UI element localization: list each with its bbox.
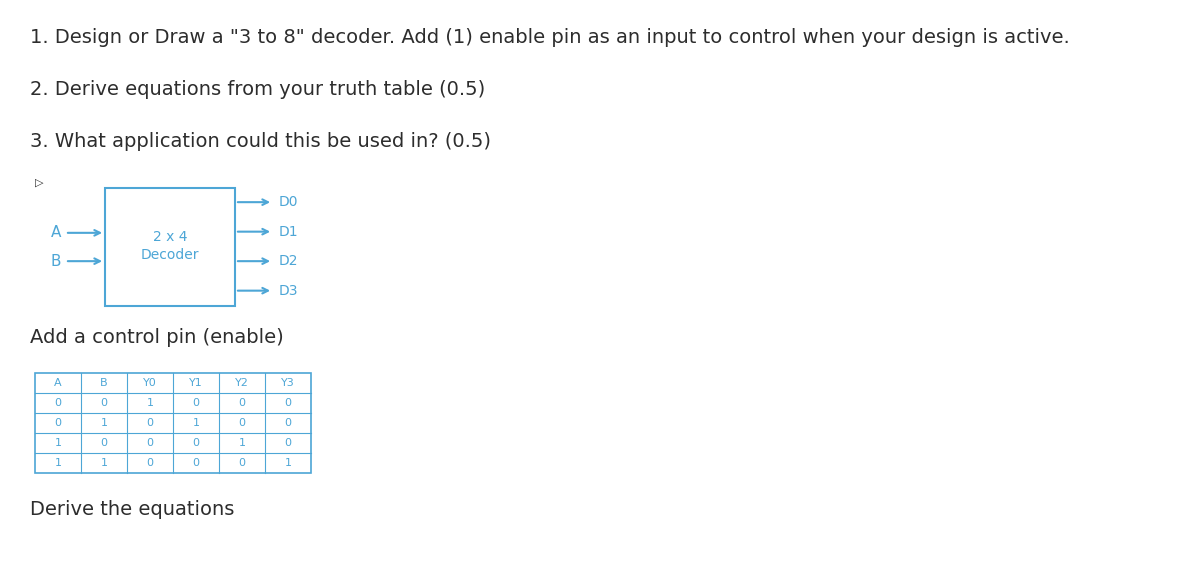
Text: 0: 0 xyxy=(146,438,154,448)
Text: 0: 0 xyxy=(101,438,108,448)
Text: A: A xyxy=(50,225,61,240)
Text: Y2: Y2 xyxy=(235,378,248,388)
Text: 2 x 4: 2 x 4 xyxy=(152,230,187,244)
Text: Y0: Y0 xyxy=(143,378,157,388)
Text: B: B xyxy=(100,378,108,388)
Text: 1: 1 xyxy=(239,438,246,448)
Text: 0: 0 xyxy=(284,418,292,428)
Bar xyxy=(35,373,311,473)
Text: 0: 0 xyxy=(54,418,61,428)
Text: 1: 1 xyxy=(54,458,61,468)
Text: 0: 0 xyxy=(54,398,61,408)
Text: Derive the equations: Derive the equations xyxy=(30,500,234,519)
Text: 0: 0 xyxy=(239,458,246,468)
Text: 0: 0 xyxy=(192,398,199,408)
Text: 0: 0 xyxy=(284,398,292,408)
Text: 1: 1 xyxy=(101,458,108,468)
Text: D3: D3 xyxy=(278,283,299,298)
Text: 1: 1 xyxy=(146,398,154,408)
Text: 0: 0 xyxy=(146,418,154,428)
Text: 0: 0 xyxy=(284,438,292,448)
Text: 0: 0 xyxy=(101,398,108,408)
Text: B: B xyxy=(50,254,61,269)
Text: D2: D2 xyxy=(278,254,299,268)
Text: 0: 0 xyxy=(146,458,154,468)
Text: 0: 0 xyxy=(192,438,199,448)
Text: 2. Derive equations from your truth table (0.5): 2. Derive equations from your truth tabl… xyxy=(30,80,485,99)
Text: Y3: Y3 xyxy=(281,378,295,388)
Text: Y1: Y1 xyxy=(190,378,203,388)
Text: 3. What application could this be used in? (0.5): 3. What application could this be used i… xyxy=(30,132,491,151)
Text: D0: D0 xyxy=(278,195,299,209)
Text: 1: 1 xyxy=(192,418,199,428)
Text: 0: 0 xyxy=(239,418,246,428)
Bar xyxy=(106,188,235,306)
Text: ▷: ▷ xyxy=(35,178,43,188)
Text: Add a control pin (enable): Add a control pin (enable) xyxy=(30,328,283,347)
Text: D1: D1 xyxy=(278,225,299,239)
Text: 0: 0 xyxy=(192,458,199,468)
Text: 1: 1 xyxy=(284,458,292,468)
Text: 0: 0 xyxy=(239,398,246,408)
Text: 1: 1 xyxy=(101,418,108,428)
Text: 1: 1 xyxy=(54,438,61,448)
Text: Decoder: Decoder xyxy=(140,248,199,262)
Text: A: A xyxy=(54,378,62,388)
Text: 1. Design or Draw a "3 to 8" decoder. Add (1) enable pin as an input to control : 1. Design or Draw a "3 to 8" decoder. Ad… xyxy=(30,28,1069,47)
